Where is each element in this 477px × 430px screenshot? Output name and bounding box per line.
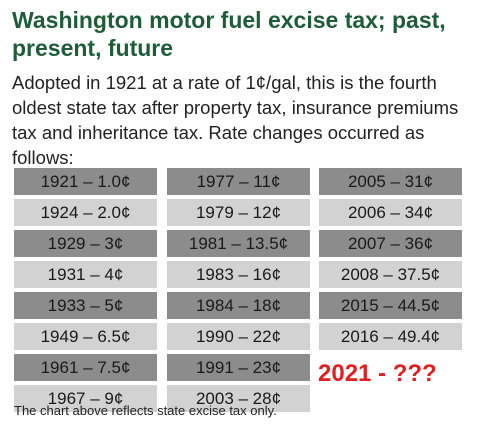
rate-cell: 1967 – 9¢ bbox=[14, 385, 157, 412]
rate-cell: 1981 – 13.5¢ bbox=[167, 230, 310, 257]
rate-cell: 2003 – 28¢ bbox=[167, 385, 310, 412]
future-rate-label: 2021 - ??? bbox=[318, 360, 437, 387]
rate-cell: 1931 – 4¢ bbox=[14, 261, 157, 288]
rate-cell: 1983 – 16¢ bbox=[167, 261, 310, 288]
rate-cell: 1977 – 11¢ bbox=[167, 168, 310, 195]
rate-cell: 2015 – 44.5¢ bbox=[319, 292, 462, 319]
rate-cell: 2006 – 34¢ bbox=[319, 199, 462, 226]
rate-cell: 2016 – 49.4¢ bbox=[319, 323, 462, 350]
rate-cell: 1979 – 12¢ bbox=[167, 199, 310, 226]
rate-cell: 1991 – 23¢ bbox=[167, 354, 310, 381]
footnote: The chart above reflects state excise ta… bbox=[14, 403, 277, 418]
rate-cell: 1924 – 2.0¢ bbox=[14, 199, 157, 226]
rate-cell: 1984 – 18¢ bbox=[167, 292, 310, 319]
rate-cell: 1949 – 6.5¢ bbox=[14, 323, 157, 350]
rate-cell: 2008 – 37.5¢ bbox=[319, 261, 462, 288]
intro-paragraph: Adopted in 1921 at a rate of 1¢/gal, thi… bbox=[12, 72, 459, 168]
rate-cell: 1921 – 1.0¢ bbox=[14, 168, 157, 195]
rate-cell: 2005 – 31¢ bbox=[319, 168, 462, 195]
rate-cell: 1929 – 3¢ bbox=[14, 230, 157, 257]
page-title: Washington motor fuel excise tax; past, … bbox=[12, 7, 446, 61]
rate-cell: 1990 – 22¢ bbox=[167, 323, 310, 350]
rate-cell: 2007 – 36¢ bbox=[319, 230, 462, 257]
rate-cell: 1961 – 7.5¢ bbox=[14, 354, 157, 381]
rate-cell: 1933 – 5¢ bbox=[14, 292, 157, 319]
